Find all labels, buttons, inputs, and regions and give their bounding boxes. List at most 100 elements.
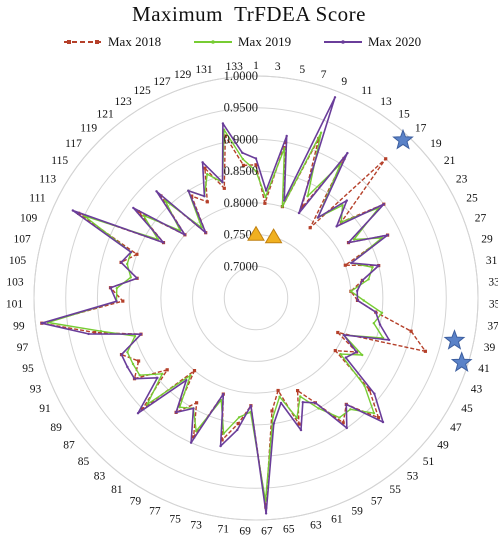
series-point-2-32: [272, 422, 275, 425]
category-label-31: 63: [310, 520, 322, 532]
series-point-0-35: [236, 422, 240, 426]
legend-label-2018: Max 2018: [108, 34, 162, 49]
category-label-26: 53: [407, 471, 419, 483]
series-point-0-63: [203, 166, 207, 170]
r-tick-label-4: 0.9000: [224, 132, 258, 146]
series-point-1-30: [295, 416, 299, 420]
series-point-2-40: [174, 411, 178, 414]
series-point-1-43: [161, 372, 164, 375]
series-point-1-4: [319, 131, 323, 134]
series-point-0-39: [195, 401, 199, 405]
category-label-20: 41: [478, 363, 490, 375]
series-point-2-22: [355, 350, 358, 354]
legend: Max 2018 Max 2019 Max 2020: [0, 34, 498, 54]
series-point-2-45: [126, 365, 129, 369]
series-point-2-58: [183, 233, 187, 236]
series-point-1-44: [138, 374, 141, 377]
series-point-2-43: [156, 376, 159, 379]
series-point-2-2: [285, 134, 288, 138]
series-point-0-2: [284, 140, 288, 144]
series-point-2-18: [374, 310, 377, 314]
series-point-2-1: [264, 189, 268, 192]
r-tick-label-3: 0.8500: [224, 164, 258, 178]
annotation-star-2: [392, 128, 414, 150]
category-label-41: 83: [94, 471, 106, 483]
series-point-1-36: [222, 432, 225, 435]
series-point-2-46: [120, 353, 123, 356]
category-label-14: 29: [481, 234, 493, 246]
category-label-38: 77: [149, 506, 161, 518]
series-point-2-49: [40, 322, 43, 325]
grid-circle-5: [65, 107, 447, 489]
series-point-0-23: [333, 349, 337, 353]
legend-label-2020: Max 2020: [368, 34, 422, 49]
series-point-0-65: [223, 134, 227, 138]
category-label-5: 11: [361, 85, 372, 97]
series-point-1-24: [363, 384, 366, 387]
category-label-28: 57: [371, 496, 383, 508]
category-label-0: 1: [253, 60, 259, 72]
category-label-57: 115: [51, 155, 68, 167]
series-point-1-19: [372, 322, 375, 325]
series-point-2-47: [139, 333, 143, 336]
category-label-29: 59: [351, 506, 363, 518]
category-label-1: 3: [275, 61, 281, 73]
series-point-2-25: [381, 420, 385, 424]
series-point-0-62: [205, 200, 209, 204]
series-point-0-8: [384, 157, 388, 161]
series-point-2-10: [382, 203, 385, 206]
series-point-2-35: [236, 428, 239, 432]
series-point-0-36: [220, 438, 224, 442]
series-point-2-6: [346, 151, 349, 155]
series-point-1-42: [145, 403, 149, 406]
series-point-2-14: [377, 264, 380, 267]
series-point-0-20: [423, 349, 427, 353]
series-point-1-66: [241, 157, 245, 161]
series-point-2-55: [71, 209, 75, 212]
category-label-55: 111: [29, 193, 46, 205]
category-label-52: 105: [9, 255, 27, 267]
category-label-12: 25: [466, 193, 478, 205]
series-point-2-13: [350, 261, 353, 265]
annotation-star-4: [450, 351, 473, 372]
series-point-2-17: [356, 299, 359, 302]
series-point-1-3: [281, 205, 284, 208]
category-label-4: 9: [341, 76, 347, 88]
series-point-1-41: [189, 374, 192, 377]
series-point-1-40: [178, 406, 181, 409]
series-point-1-2: [283, 147, 286, 150]
series-point-0-30: [297, 422, 301, 426]
legend-item-2018: Max 2018: [62, 34, 161, 50]
category-label-32: 65: [283, 524, 295, 536]
annotation-star-3: [443, 329, 466, 350]
grid-circle-6: [33, 75, 479, 521]
series-point-2-15: [361, 279, 364, 282]
series-point-0-48: [93, 330, 97, 335]
series-point-2-59: [155, 190, 158, 193]
category-label-36: 73: [190, 520, 202, 532]
series-point-0-0: [254, 163, 258, 167]
series-point-2-52: [135, 277, 139, 280]
legend-swatch-2018: [64, 40, 102, 44]
series-point-2-23: [344, 356, 347, 359]
category-label-44: 89: [50, 422, 62, 434]
series-point-1-47: [133, 334, 137, 338]
category-label-53: 107: [13, 234, 31, 246]
category-label-25: 51: [423, 456, 435, 468]
series-point-2-37: [222, 392, 225, 396]
category-label-47: 95: [22, 363, 34, 375]
series-point-0-25: [376, 416, 381, 420]
series-point-0-19: [409, 329, 413, 333]
series-point-2-30: [299, 428, 303, 432]
series-point-0-43: [165, 368, 169, 372]
series-point-0-31: [276, 388, 280, 393]
category-label-54: 109: [20, 213, 38, 225]
series-point-1-46: [126, 351, 129, 354]
series-point-0-64: [222, 186, 226, 190]
category-label-24: 49: [437, 440, 449, 452]
series-point-2-42: [136, 412, 140, 415]
series-point-1-16: [349, 290, 353, 293]
series-point-0-61: [190, 194, 194, 198]
legend-item-2019: Max 2019: [192, 34, 291, 50]
category-label-23: 47: [450, 422, 462, 434]
